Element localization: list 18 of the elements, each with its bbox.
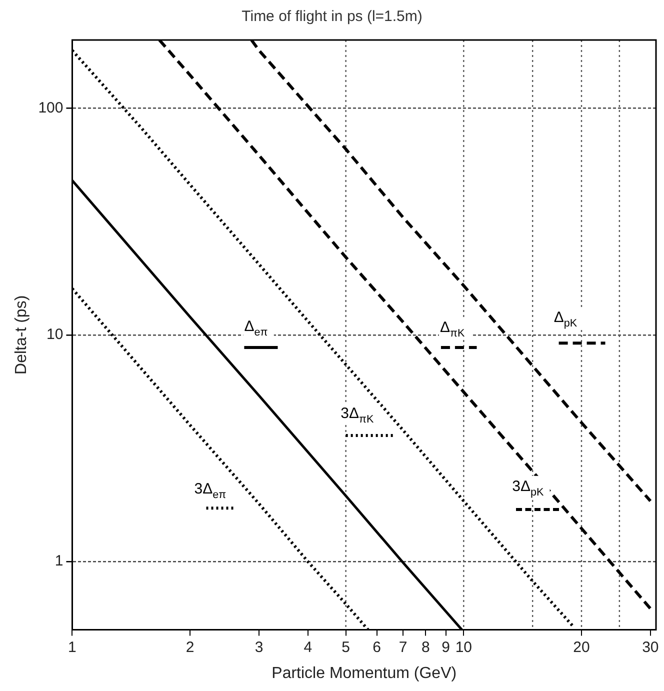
- y-axis-title: Delta-t (ps): [13, 295, 30, 374]
- x-tick-label: 3: [254, 638, 264, 656]
- x-tick-label: 9: [442, 638, 450, 656]
- x-tick-label: 4: [304, 638, 312, 656]
- x-tick-label: 30: [642, 638, 659, 656]
- x-tick-label: 10: [455, 638, 472, 656]
- x-tick-label: 20: [573, 638, 590, 656]
- x-axis-title: Particle Momentum (GeV): [272, 664, 457, 682]
- chart-title: Time of flight in ps (l=1.5m): [242, 8, 422, 26]
- x-tick-label: 8: [422, 638, 430, 656]
- y-tick-label: 1: [54, 552, 64, 570]
- y-tick-label: 10: [46, 326, 64, 344]
- x-tick-label: 7: [398, 638, 408, 656]
- x-tick-label: 6: [372, 638, 381, 656]
- x-tick-label: 5: [342, 638, 350, 656]
- x-tick-label: 2: [186, 638, 194, 656]
- x-tick-label: 1: [68, 638, 76, 656]
- y-tick-label: 100: [38, 99, 64, 116]
